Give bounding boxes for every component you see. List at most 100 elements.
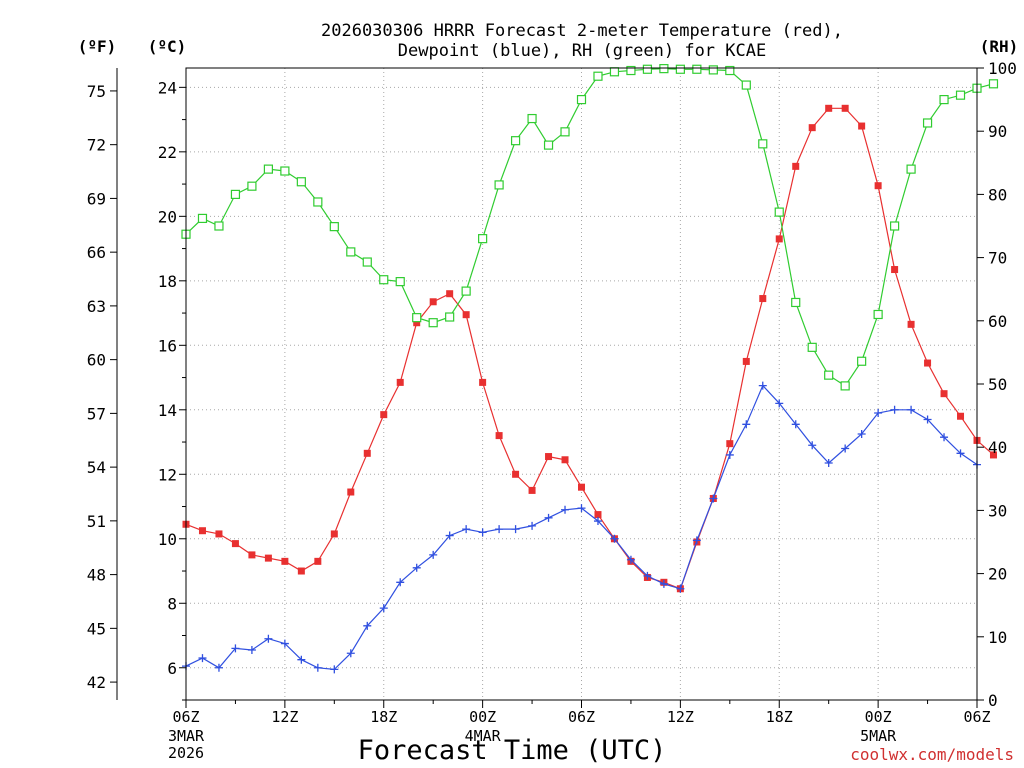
rh-tick-label: 50 bbox=[988, 375, 1007, 394]
rh-point bbox=[659, 64, 669, 74]
rh-tick-label: 20 bbox=[988, 565, 1007, 584]
rh-point bbox=[395, 277, 405, 287]
rh-point bbox=[791, 297, 801, 308]
rh-point bbox=[247, 181, 257, 191]
temperature-point bbox=[561, 456, 569, 464]
rh-point bbox=[626, 65, 636, 76]
rh-point bbox=[593, 71, 603, 81]
rh-point bbox=[329, 222, 339, 232]
rh-point bbox=[692, 64, 702, 74]
celsius-tick-label: 24 bbox=[158, 78, 177, 97]
fahrenheit-tick-label: 72 bbox=[87, 136, 106, 155]
dewpoint-point bbox=[907, 405, 916, 414]
temperature-point bbox=[462, 311, 470, 319]
temperature-point bbox=[198, 527, 206, 535]
rh-point bbox=[197, 213, 208, 224]
rh-point bbox=[576, 94, 587, 105]
temperature-point bbox=[429, 298, 437, 306]
rh-point bbox=[840, 381, 850, 391]
dewpoint-point bbox=[593, 517, 602, 526]
x-tick-label: 00Z bbox=[865, 708, 892, 726]
dewpoint-point bbox=[824, 459, 833, 467]
temperature-point bbox=[891, 266, 899, 274]
dewpoint-point bbox=[511, 525, 520, 534]
rh-point bbox=[955, 90, 966, 100]
series-dewpoint bbox=[182, 381, 981, 674]
dewpoint-point bbox=[214, 663, 223, 672]
dewpoint-point bbox=[412, 563, 421, 572]
dewpoint-point bbox=[610, 534, 619, 543]
temperature-point bbox=[264, 554, 272, 562]
rh-point bbox=[527, 113, 537, 124]
rh-point bbox=[346, 247, 356, 257]
dewpoint-point bbox=[923, 415, 932, 424]
fahrenheit-tick-label: 57 bbox=[87, 404, 106, 423]
dewpoint-point bbox=[758, 381, 767, 390]
dewpoint-point bbox=[544, 513, 553, 522]
dewpoint-point bbox=[709, 494, 718, 503]
rh-point bbox=[873, 309, 883, 320]
celsius-tick-label: 12 bbox=[158, 465, 177, 484]
dewpoint-point bbox=[643, 571, 652, 580]
temperature-point bbox=[347, 488, 355, 496]
temperature-point bbox=[578, 483, 585, 491]
rh-point bbox=[428, 318, 438, 328]
series-layer bbox=[181, 64, 999, 674]
temperature-point bbox=[528, 486, 536, 494]
temperature-line bbox=[185, 107, 994, 590]
dewpoint-point bbox=[676, 584, 685, 593]
temperature-point bbox=[825, 104, 833, 112]
fahrenheit-tick-label: 75 bbox=[87, 82, 106, 101]
rh-point bbox=[230, 189, 241, 199]
temperature-point bbox=[759, 295, 767, 303]
rh-point bbox=[379, 275, 389, 285]
fahrenheit-tick-label: 48 bbox=[87, 566, 106, 585]
temperature-point bbox=[924, 359, 932, 367]
celsius-unit-label: (ºC) bbox=[148, 37, 187, 56]
dewpoint-point bbox=[874, 409, 883, 418]
fahrenheit-tick-label: 69 bbox=[87, 189, 106, 208]
dewpoint-point bbox=[280, 639, 289, 648]
rh-point bbox=[362, 257, 372, 267]
rh-point bbox=[494, 180, 504, 190]
rh-point bbox=[296, 177, 306, 187]
x-tick-label: 12Z bbox=[271, 708, 298, 726]
dewpoint-point bbox=[940, 433, 949, 442]
rh-tick-label: 30 bbox=[988, 501, 1007, 520]
rh-point bbox=[560, 127, 570, 137]
x-tick-label: 18Z bbox=[370, 708, 397, 726]
temperature-point bbox=[314, 557, 322, 565]
x-tick-label: 06Z bbox=[568, 708, 595, 726]
rh-point bbox=[642, 64, 653, 74]
celsius-tick-label: 6 bbox=[167, 659, 177, 678]
date-label: 3MAR bbox=[168, 727, 205, 745]
fahrenheit-tick-label: 51 bbox=[87, 512, 106, 531]
date-label: 4MAR bbox=[465, 727, 502, 745]
rh-tick-label: 40 bbox=[988, 438, 1007, 457]
temperature-point bbox=[594, 511, 602, 519]
temperature-point bbox=[248, 551, 256, 559]
x-tick-label: 12Z bbox=[667, 708, 694, 726]
dewpoint-point bbox=[247, 646, 256, 655]
dewpoint-point bbox=[692, 536, 701, 545]
dewpoint-point bbox=[379, 604, 388, 613]
temperature-point bbox=[907, 320, 915, 328]
rh-point bbox=[445, 312, 455, 322]
dewpoint-point bbox=[346, 649, 355, 658]
rh-point bbox=[280, 166, 290, 176]
rh-point bbox=[263, 164, 273, 174]
celsius-tick-label: 18 bbox=[158, 272, 177, 291]
temperature-point bbox=[545, 453, 553, 461]
dewpoint-point bbox=[561, 505, 570, 514]
temperature-point bbox=[726, 440, 734, 448]
dewpoint-point bbox=[659, 579, 668, 588]
rh-tick-label: 90 bbox=[988, 122, 1007, 141]
dewpoint-point bbox=[857, 429, 866, 438]
dewpoint-point bbox=[297, 655, 306, 664]
temperature-point bbox=[231, 540, 239, 548]
dewpoint-point bbox=[429, 550, 438, 559]
x-tick-label: 00Z bbox=[469, 708, 496, 726]
temperature-point bbox=[989, 451, 997, 459]
